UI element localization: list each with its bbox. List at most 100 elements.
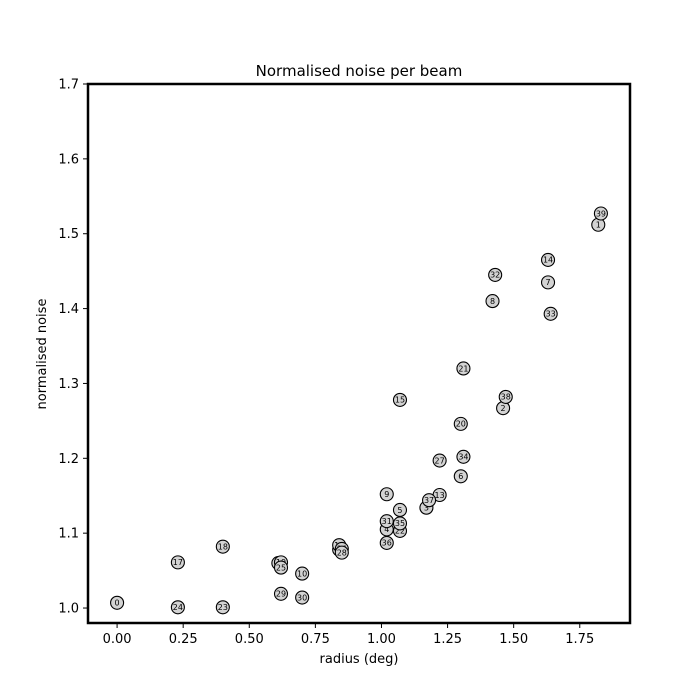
y-tick-label: 1.6 [58,152,79,167]
x-tick-label: 1.50 [499,632,528,647]
x-tick-label: 0.75 [301,632,330,647]
data-points: 0123456789101112131415161718192021222324… [110,206,608,615]
data-point: 32 [488,267,503,282]
data-point: 18 [215,539,230,554]
y-tick-label: 1.1 [58,527,79,542]
data-point-label: 33 [546,310,556,319]
y-tick-label: 1.5 [58,227,79,242]
data-point-label: 23 [218,603,228,612]
data-point: 38 [498,389,513,404]
data-point-label: 30 [297,593,307,602]
data-point-marker [453,469,468,484]
data-point: 14 [540,252,556,267]
x-tick-label: 1.75 [565,632,594,647]
data-point-label: 13 [435,491,445,500]
data-point-label: 10 [297,569,307,578]
data-point-marker [273,560,289,575]
data-point-label: 21 [458,364,468,373]
data-point: 33 [543,306,558,321]
data-point-label: 24 [173,603,183,612]
x-axis-label: radius (deg) [320,652,399,667]
data-point-marker [485,294,500,309]
data-point: 8 [485,294,500,309]
data-point-label: 14 [543,256,553,265]
data-point-label: 34 [458,453,468,462]
data-point-label: 38 [501,393,511,402]
data-point-label: 2 [501,404,506,413]
data-point-label: 36 [382,539,392,548]
data-point-marker [498,389,513,404]
y-tick-label: 1.3 [58,377,79,392]
data-point-marker [422,493,437,508]
data-point-label: 32 [490,271,500,280]
data-point-marker [379,535,394,550]
data-point: 9 [379,487,394,502]
x-tick-label: 0.25 [169,632,198,647]
data-point: 21 [456,361,471,376]
x-tick-label: 1.25 [433,632,462,647]
data-point-label: 39 [596,209,606,218]
data-point-label: 18 [218,542,228,551]
data-point-marker [215,539,230,554]
data-point: 30 [295,590,310,605]
data-point-label: 20 [456,420,466,429]
data-point-label: 4 [384,525,389,534]
data-point: 28 [334,545,349,560]
data-point-label: 37 [424,496,434,505]
data-point: 20 [453,416,468,431]
data-point: 15 [392,392,408,407]
data-point: 27 [432,453,447,468]
chart-title: Normalised noise per beam [256,62,463,80]
y-axis-ticks: 1.0 1.1 1.2 1.3 1.4 1.5 1.6 1.7 [58,78,88,617]
data-point: 7 [540,275,556,290]
data-point: 23 [215,600,230,615]
y-axis-label: normalised noise [35,299,50,410]
data-point-marker [593,206,608,221]
data-point: 10 [295,566,310,581]
data-point-label: 29 [276,590,286,599]
data-point-label: 22 [395,527,405,536]
data-point-marker [540,252,556,267]
data-point-label: 31 [382,517,392,526]
data-point-marker [392,516,408,531]
data-point: 36 [379,535,394,550]
data-point-marker [273,586,289,601]
data-point: 35 [392,516,408,531]
data-point-label: 0 [115,599,120,608]
data-point: 31 [379,514,394,529]
data-point-marker [432,453,447,468]
data-point-marker [488,267,503,282]
data-point-label: 6 [458,472,463,481]
y-tick-label: 1.4 [58,302,79,317]
data-point: 25 [273,560,289,575]
data-point: 0 [110,595,125,610]
y-tick-label: 1.0 [58,602,79,617]
data-point: 17 [170,555,185,570]
x-tick-label: 0.00 [103,632,132,647]
data-point-marker [543,306,558,321]
data-point-marker [215,600,230,615]
data-point-label: 17 [173,558,183,567]
data-point-label: 1 [596,221,601,230]
x-tick-label: 0.50 [235,632,264,647]
data-point-marker [392,392,408,407]
plot-area-frame [86,82,632,625]
data-point-label: 7 [545,278,550,287]
data-point-label: 3 [424,504,429,513]
data-point-marker [170,555,185,570]
data-point-marker [379,514,394,529]
data-point-label: 35 [395,519,405,528]
data-point: 34 [456,449,471,464]
data-point: 5 [392,502,408,518]
data-point-label: 27 [435,456,445,465]
x-tick-label: 1.00 [367,632,396,647]
y-tick-label: 1.7 [58,78,79,93]
y-tick-label: 1.2 [58,452,79,467]
data-point-marker [379,487,394,502]
data-point-marker [170,600,185,615]
x-axis-ticks: 0.00 0.25 0.50 0.75 1.00 1.25 1.50 1.75 [103,623,594,647]
data-point-label: 15 [395,396,405,405]
data-point: 29 [273,586,289,601]
